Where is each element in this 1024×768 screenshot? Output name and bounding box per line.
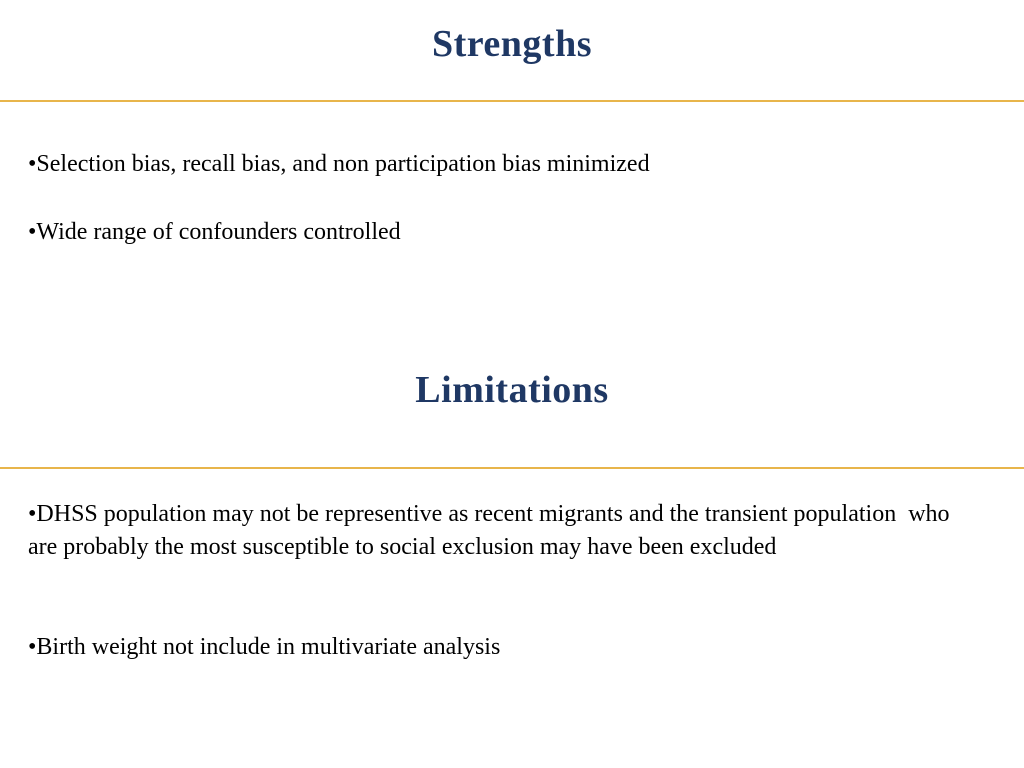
limitations-divider-line <box>0 467 1024 469</box>
limitations-bullet-2: •Birth weight not include in multivariat… <box>28 634 501 660</box>
limitations-section-title: Limitations <box>415 369 609 411</box>
strengths-section-title: Strengths <box>431 23 593 65</box>
strengths-bullet-1: •Selection bias, recall bias, and non pa… <box>28 151 650 177</box>
strengths-bullet-2: •Wide range of confounders controlled <box>28 219 401 245</box>
strengths-divider-line <box>0 100 1024 102</box>
limitations-bullet-1: •DHSS population may not be representive… <box>28 501 956 560</box>
